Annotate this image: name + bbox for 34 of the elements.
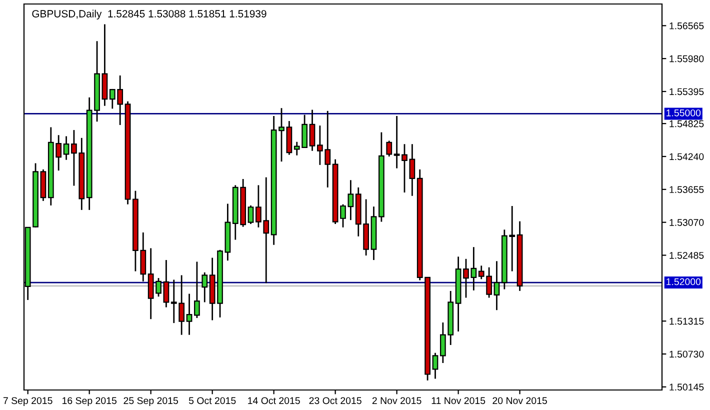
y-tick-label: 1.50145 bbox=[670, 384, 704, 391]
candlestick bbox=[386, 140, 392, 158]
ref-line-label: 1.55000 bbox=[666, 109, 701, 116]
x-tick-label: 25 Sep 2015 bbox=[124, 397, 178, 406]
y-tick-label: 1.50730 bbox=[670, 350, 704, 358]
y-tick-label: 1.55395 bbox=[670, 88, 704, 96]
y-tick-label: 1.54240 bbox=[670, 153, 704, 160]
candlestick bbox=[202, 272, 208, 303]
y-tick-label: 1.52485 bbox=[670, 252, 704, 259]
candlestick bbox=[163, 259, 170, 308]
y-tick-label: 1.56565 bbox=[670, 22, 704, 30]
y-tick-label: 1.54825 bbox=[670, 120, 704, 128]
x-tick-label: 7 Sep 2015 bbox=[3, 397, 52, 406]
x-tick-label: 2 Nov 2015 bbox=[372, 397, 422, 404]
text: GBPUSD,Daily 1.52845 1.53088 1.51851 1.51939 bbox=[32, 10, 266, 20]
candlestick bbox=[248, 204, 254, 225]
y-tick-label: 1.51315 bbox=[670, 318, 704, 325]
y-tick-label: 1.53655 bbox=[670, 186, 704, 194]
candlestick bbox=[394, 115, 400, 169]
ref-line-label: 1.52000 bbox=[666, 278, 701, 286]
y-tick-label: 1.55980 bbox=[670, 55, 704, 62]
candlestick bbox=[494, 260, 500, 311]
candlestick bbox=[186, 293, 192, 336]
candlestick bbox=[309, 109, 316, 152]
candlestick bbox=[194, 261, 200, 319]
x-tick-label: 5 Oct 2015 bbox=[188, 397, 236, 404]
y-tick-label: 1.53070 bbox=[670, 219, 704, 226]
x-tick-label: 23 Oct 2015 bbox=[309, 397, 362, 404]
x-tick-label: 11 Nov 2015 bbox=[432, 397, 486, 404]
candlestick bbox=[63, 136, 70, 161]
x-tick-label: 16 Sep 2015 bbox=[62, 397, 117, 406]
candlestick bbox=[432, 352, 438, 380]
x-tick-label: 14 Oct 2015 bbox=[248, 397, 300, 404]
x-tick-label: 20 Nov 2015 bbox=[492, 397, 547, 404]
